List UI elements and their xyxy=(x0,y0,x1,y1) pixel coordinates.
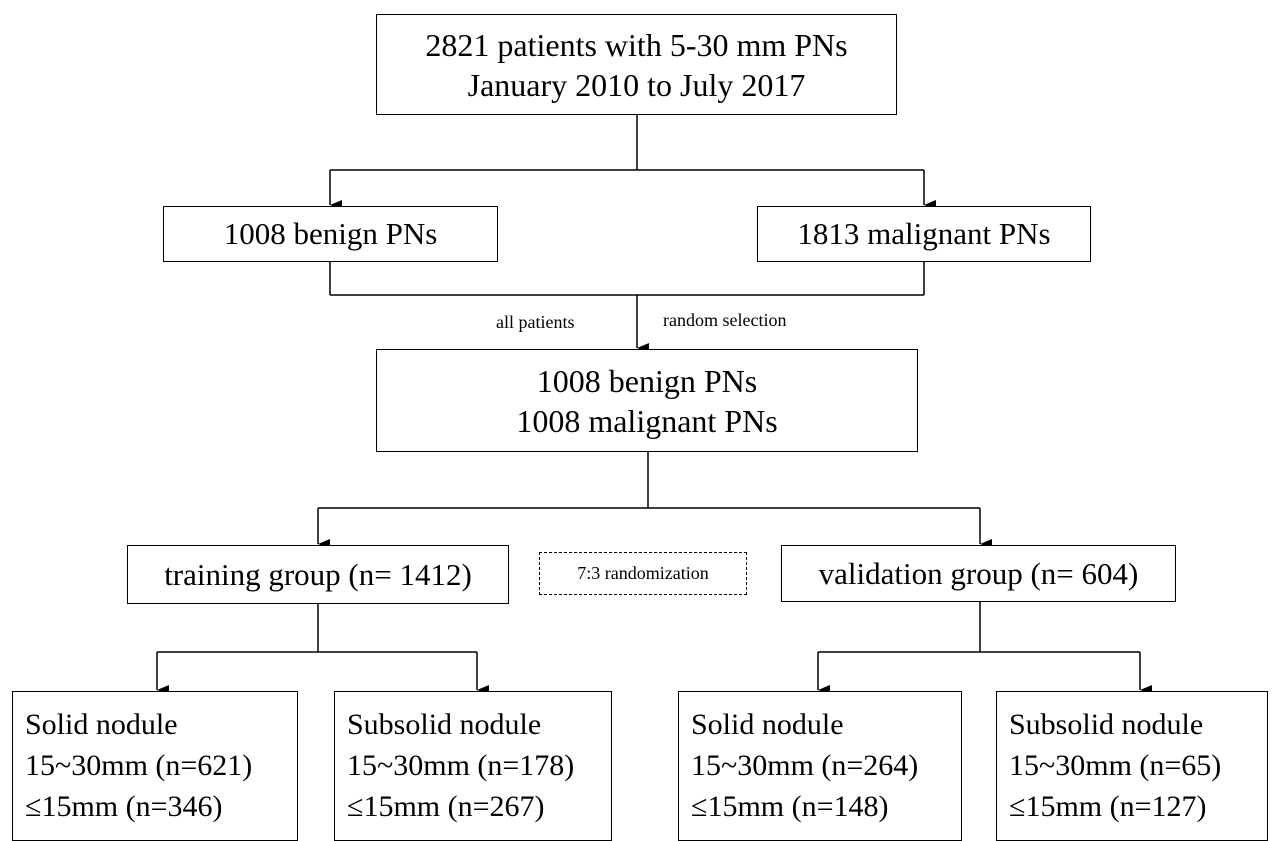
leaf-large-count: 15~30mm (n=178) xyxy=(347,749,575,782)
leaf-large-count: 15~30mm (n=264) xyxy=(691,749,919,782)
training-subsolid-box: Subsolid nodule 15~30mm (n=178) ≤15mm (n… xyxy=(334,691,612,841)
benign-label: 1008 benign PNs xyxy=(223,216,438,251)
balanced-line-2: 1008 malignant PNs xyxy=(516,402,778,439)
leaf-title: Solid nodule xyxy=(691,708,844,741)
malignant-box: 1813 malignant PNs xyxy=(757,206,1091,262)
top-line-1: 2821 patients with 5-30 mm PNs xyxy=(425,26,848,63)
leaf-title: Subsolid nodule xyxy=(1009,708,1204,741)
training-group-label: training group (n= 1412) xyxy=(164,556,472,592)
leaf-title: Solid nodule xyxy=(25,708,178,741)
leaf-small-count: ≤15mm (n=148) xyxy=(691,790,889,823)
top-box: 2821 patients with 5-30 mm PNs January 2… xyxy=(376,14,897,115)
benign-box: 1008 benign PNs xyxy=(163,206,498,262)
malignant-label: 1813 malignant PNs xyxy=(797,216,1051,251)
balanced-box: 1008 benign PNs 1008 malignant PNs xyxy=(376,349,918,452)
balanced-line-1: 1008 benign PNs xyxy=(536,362,758,399)
validation-group-box: validation group (n= 604) xyxy=(781,545,1176,602)
leaf-large-count: 15~30mm (n=621) xyxy=(25,749,253,782)
top-line-2: January 2010 to July 2017 xyxy=(467,66,806,103)
randomization-label: 7:3 randomization xyxy=(577,563,709,583)
leaf-large-count: 15~30mm (n=65) xyxy=(1009,749,1222,782)
leaf-small-count: ≤15mm (n=267) xyxy=(347,790,545,823)
validation-solid-box: Solid nodule 15~30mm (n=264) ≤15mm (n=14… xyxy=(678,691,962,841)
leaf-title: Subsolid nodule xyxy=(347,708,542,741)
training-group-box: training group (n= 1412) xyxy=(127,545,509,604)
randomization-box: 7:3 randomization xyxy=(539,552,747,595)
training-solid-box: Solid nodule 15~30mm (n=621) ≤15mm (n=34… xyxy=(12,691,298,841)
validation-group-label: validation group (n= 604) xyxy=(818,555,1139,591)
leaf-small-count: ≤15mm (n=346) xyxy=(25,790,223,823)
validation-subsolid-box: Subsolid nodule 15~30mm (n=65) ≤15mm (n=… xyxy=(996,691,1268,841)
random-selection-label: random selection xyxy=(663,310,787,330)
leaf-small-count: ≤15mm (n=127) xyxy=(1009,790,1207,823)
all-patients-label: all patients xyxy=(496,312,575,332)
